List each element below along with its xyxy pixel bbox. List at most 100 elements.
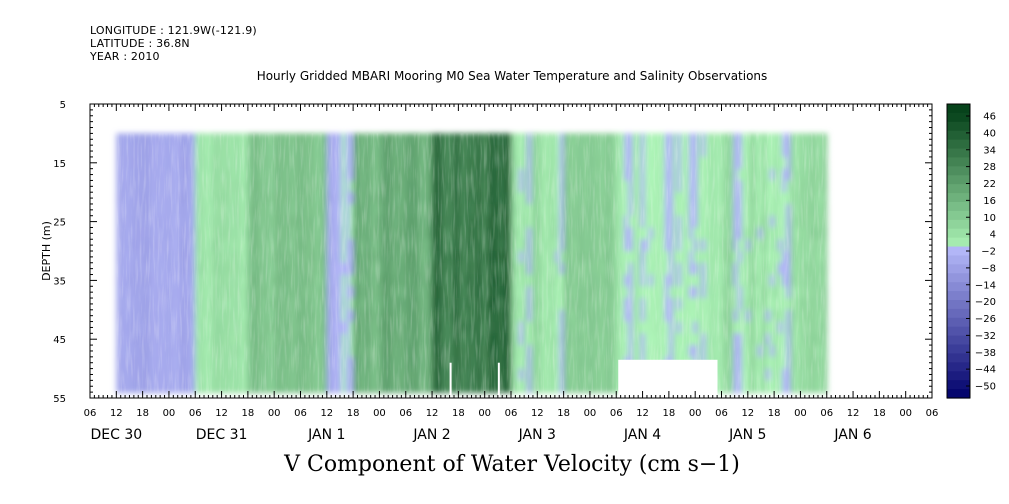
y-tick-label: 5 <box>60 100 66 111</box>
x-tick-label: 18 <box>873 408 886 419</box>
x-tick-label: 18 <box>557 408 570 419</box>
colorbar-swatch <box>947 157 970 167</box>
x-tick-label: 18 <box>768 408 781 419</box>
colorbar-swatch <box>947 317 970 328</box>
x-day-label: JAN 2 <box>412 427 450 443</box>
colorbar-swatch <box>947 326 970 337</box>
x-tick-label: 12 <box>320 408 333 419</box>
x-tick-label: 06 <box>820 408 833 419</box>
colorbar-label: 4 <box>990 230 996 241</box>
x-day-label: DEC 31 <box>196 427 248 443</box>
colorbar-swatch <box>947 353 970 363</box>
y-tick-label: 35 <box>53 276 66 287</box>
colorbar-swatch <box>947 228 970 239</box>
colorbar-swatch <box>947 308 970 319</box>
colorbar-swatch <box>947 344 970 355</box>
colorbar-label: 22 <box>983 179 996 190</box>
x-tick-label: 12 <box>531 408 544 419</box>
colorbar-label: −26 <box>975 314 996 325</box>
colorbar-swatch <box>947 148 970 159</box>
colorbar-label: −20 <box>975 297 996 308</box>
x-day-label: JAN 5 <box>728 427 766 443</box>
variable-caption: V Component of Water Velocity (cm s−1) <box>284 452 740 477</box>
colorbar-swatch <box>947 139 970 150</box>
colorbar-label: −2 <box>981 247 996 258</box>
colorbar-swatch <box>947 273 970 283</box>
colorbar-swatch <box>947 210 970 221</box>
missing-data-block <box>618 359 718 398</box>
chart-title: Hourly Gridded MBARI Mooring M0 Sea Wate… <box>256 69 768 83</box>
colorbar-swatch <box>947 237 970 248</box>
x-tick-label: 12 <box>741 408 754 419</box>
colorbar-swatch <box>947 371 970 381</box>
x-tick-label: 18 <box>663 408 676 419</box>
colorbar-swatch <box>947 202 970 212</box>
colorbar-swatch <box>947 219 970 230</box>
x-tick-label: 00 <box>268 408 281 419</box>
x-tick-label: 12 <box>215 408 228 419</box>
colorbar-swatch <box>947 193 970 203</box>
latitude-label: LATITUDE : 36.8N <box>90 37 190 50</box>
x-day-label: JAN 1 <box>307 427 345 443</box>
year-label: YEAR : 2010 <box>90 50 160 63</box>
stripe-texture-layer <box>116 133 932 393</box>
colorbar-swatch <box>947 255 970 265</box>
x-day-label: JAN 6 <box>833 427 871 443</box>
stripe-texture <box>116 133 932 393</box>
colorbar-swatch <box>947 291 970 301</box>
y-axis: 5 15 25 35 45 55 <box>53 100 932 405</box>
colorbar-label: 34 <box>983 145 996 156</box>
x-tick-label: 00 <box>478 408 491 419</box>
colorbar-swatch <box>947 184 970 194</box>
x-tick-label: 00 <box>689 408 702 419</box>
x-tick-label: 18 <box>347 408 360 419</box>
x-tick-label: 00 <box>794 408 807 419</box>
colorbar-swatch <box>947 175 970 185</box>
colorbar-swatch <box>947 300 970 310</box>
colorbar-swatch <box>947 130 970 141</box>
plot-area <box>90 104 932 398</box>
y-tick-label: 15 <box>53 159 66 170</box>
colorbar-swatch <box>947 121 970 132</box>
x-tick-label: 06 <box>84 408 97 419</box>
colorbar-label: −44 <box>975 365 996 376</box>
x-tick-label: 00 <box>899 408 912 419</box>
x-tick-label: 06 <box>610 408 623 419</box>
colorbar-label: −38 <box>975 348 996 359</box>
x-tick-label: 12 <box>110 408 123 419</box>
colorbar-label: 40 <box>983 128 996 139</box>
x-tick-label: 18 <box>452 408 465 419</box>
colorbar-label: 46 <box>983 112 996 123</box>
colorbar-label: −14 <box>975 280 996 291</box>
y-tick-label: 45 <box>53 335 66 346</box>
x-tick-label: 12 <box>636 408 649 419</box>
x-tick-label: 06 <box>715 408 728 419</box>
colorbar-label: −32 <box>975 331 996 342</box>
x-day-label: DEC 30 <box>90 427 142 443</box>
missing-data <box>449 359 718 398</box>
x-day-label: JAN 3 <box>518 427 556 443</box>
missing-data-line <box>449 362 452 398</box>
x-tick-label: 06 <box>294 408 307 419</box>
colorbar-swatch <box>947 335 970 346</box>
y-axis-label: DEPTH (m) <box>40 221 53 281</box>
colorbar-label: 28 <box>983 162 996 173</box>
missing-data-line <box>497 362 500 398</box>
colorbar-label: −8 <box>981 263 996 274</box>
x-tick-label: 06 <box>926 408 939 419</box>
colorbar-swatch <box>947 362 970 372</box>
x-day-label: JAN 4 <box>623 427 661 443</box>
colorbar-swatch <box>947 246 970 257</box>
colorbar-swatch <box>947 389 970 399</box>
colorbar-swatch <box>947 166 970 176</box>
colorbar-label: 10 <box>983 213 996 224</box>
x-tick-label: 18 <box>136 408 149 419</box>
x-tick-label: 06 <box>189 408 202 419</box>
x-tick-label: 06 <box>505 408 518 419</box>
colorbar-swatch <box>947 380 970 390</box>
longitude-label: LONGITUDE : 121.9W(-121.9) <box>90 24 257 37</box>
x-tick-label: 12 <box>426 408 439 419</box>
y-tick-label: 55 <box>53 394 66 405</box>
x-tick-label: 00 <box>584 408 597 419</box>
